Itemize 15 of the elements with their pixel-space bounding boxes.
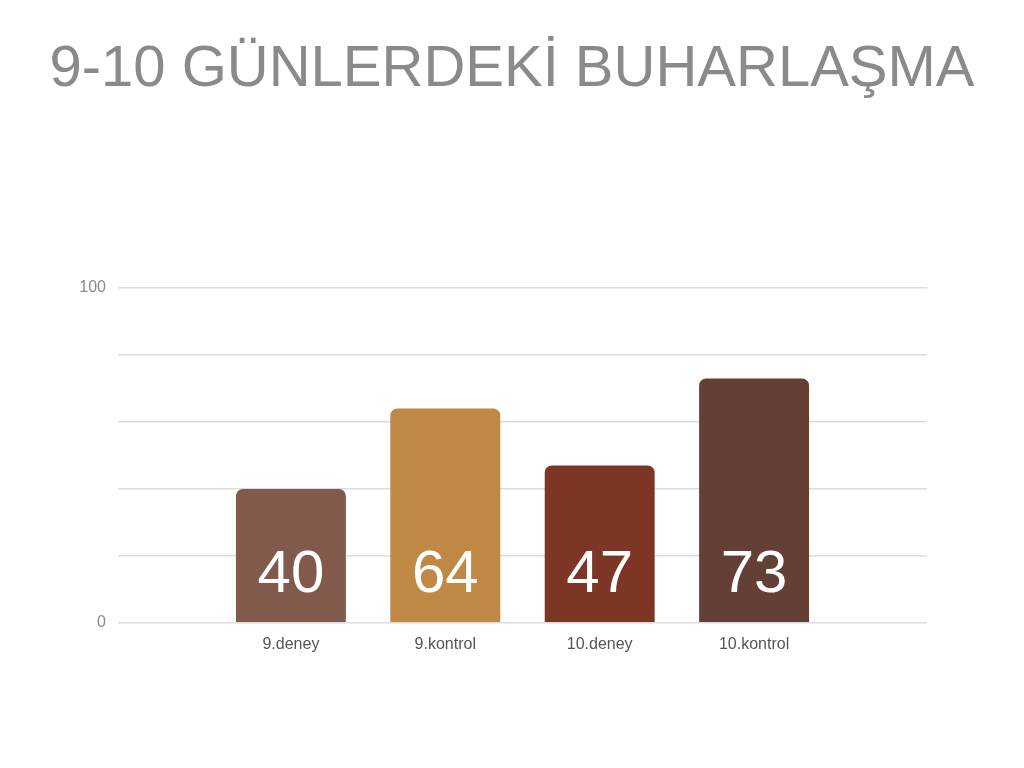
bar — [699, 378, 810, 623]
y-tick-label: 0 — [97, 613, 107, 631]
x-tick-label: 10.deney — [566, 634, 633, 652]
chart-title: 9-10 GÜNLERDEKİ BUHARLAŞMA — [49, 33, 975, 98]
bar — [390, 408, 501, 623]
bar — [235, 488, 346, 623]
data-label: 47 — [566, 538, 634, 606]
data-label: 40 — [257, 538, 325, 606]
x-tick-label: 10.kontrol — [718, 634, 790, 652]
data-label: 73 — [720, 538, 788, 606]
data-label: 64 — [411, 538, 479, 606]
y-tick-label: 100 — [79, 278, 107, 296]
bar — [544, 465, 655, 623]
x-tick-label: 9.deney — [262, 634, 320, 652]
x-tick-label: 9.kontrol — [414, 634, 476, 652]
